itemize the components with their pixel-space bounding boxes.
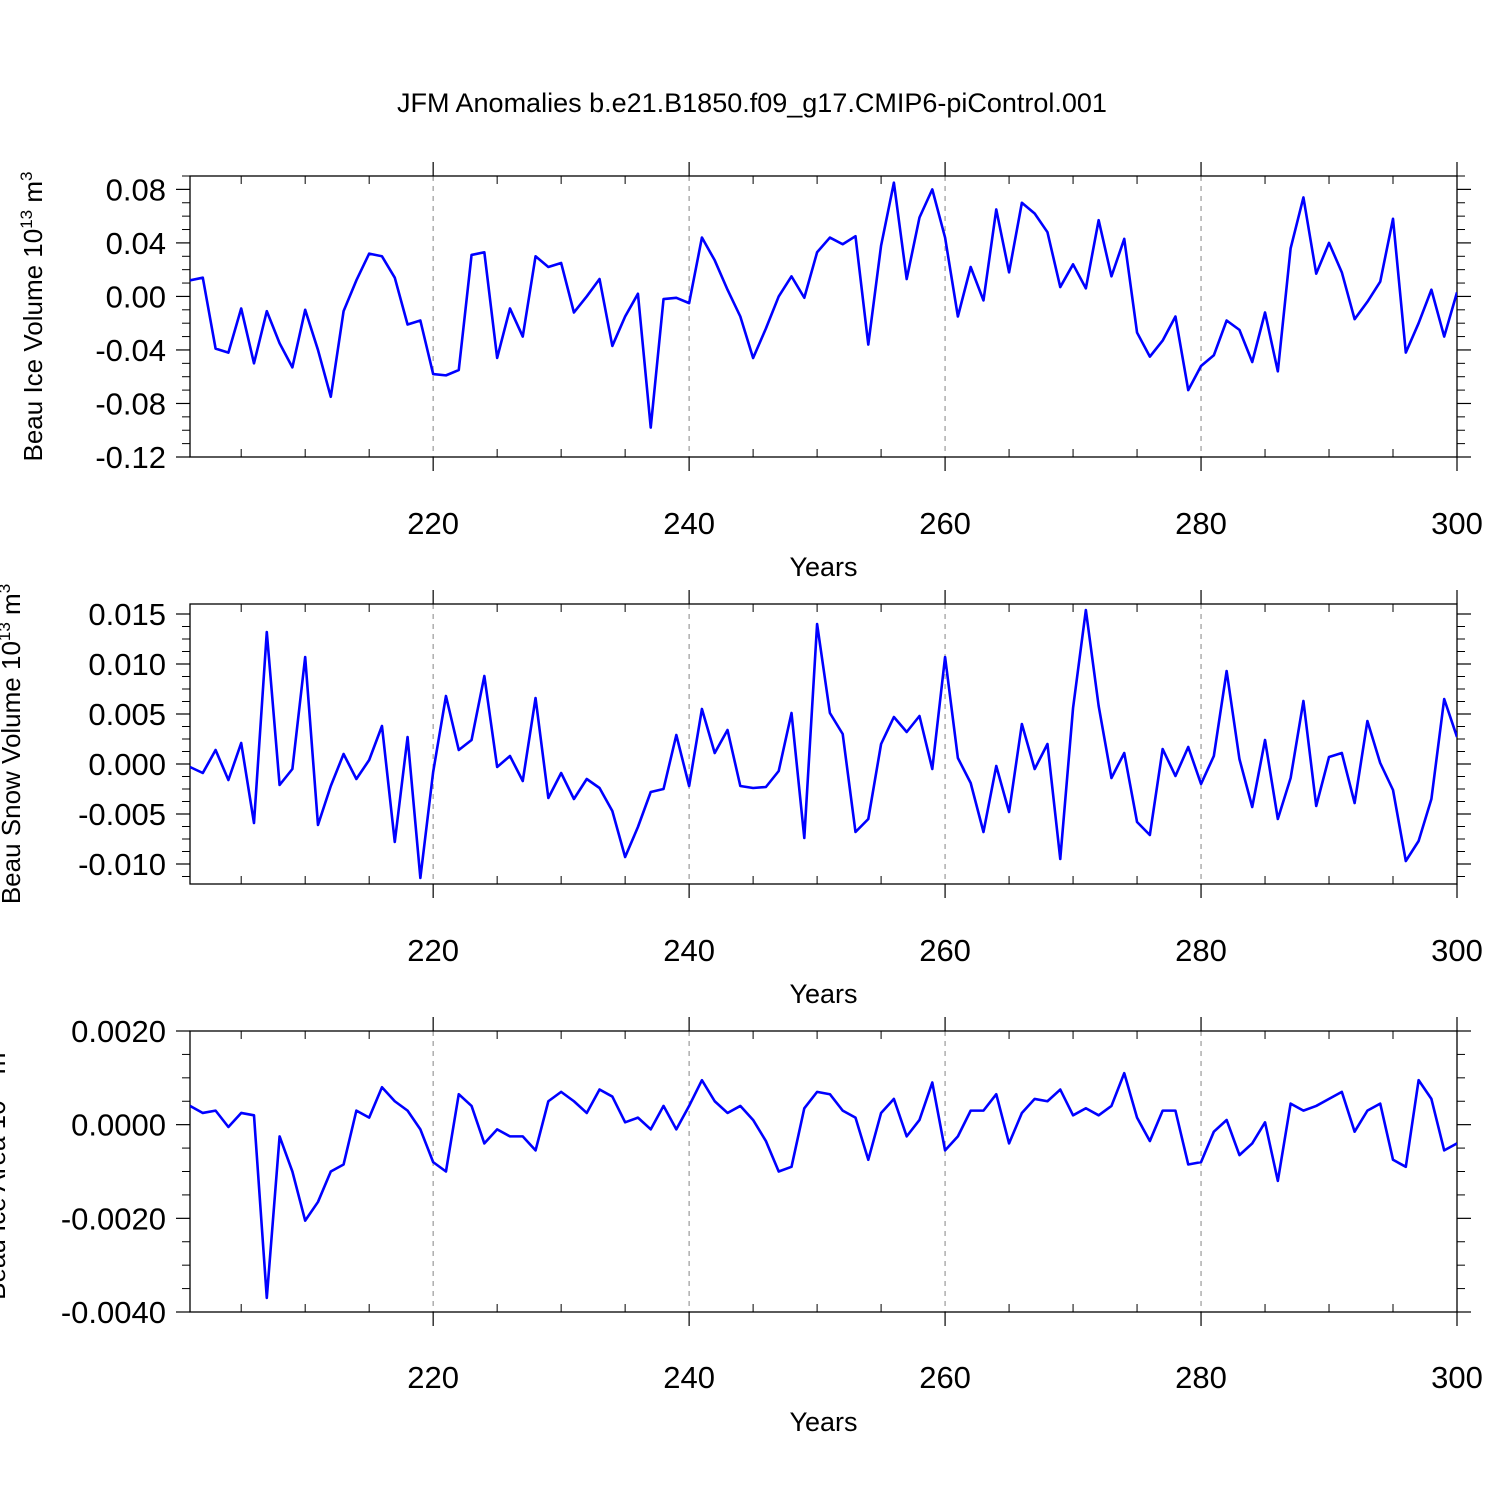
y-axis-title: Beau Ice Area 1013 m2 — [0, 1043, 11, 1300]
y-tick-label: -0.04 — [95, 333, 166, 368]
y-tick-label: 0.04 — [106, 226, 166, 261]
series-line — [190, 181, 1457, 429]
x-tick-label: 300 — [1431, 933, 1483, 968]
y-tick-label: 0.0000 — [71, 1108, 166, 1143]
series-line — [190, 1071, 1457, 1300]
x-tick-label: 220 — [407, 1360, 459, 1395]
plot-frame — [189, 1030, 1458, 1313]
x-tick-label: 240 — [663, 1360, 715, 1395]
x-tick-label: 240 — [663, 933, 715, 968]
y-tick-label: 0.00 — [106, 279, 166, 314]
y-tick-label: 0.08 — [106, 172, 166, 207]
y-axis-title-part: m — [0, 1053, 11, 1082]
y-axis-title-part: Beau Snow Volume 10 — [0, 641, 26, 904]
x-axis-title: Years — [789, 1407, 857, 1437]
y-tick-label: -0.0040 — [61, 1295, 166, 1330]
y-tick-label: 0.0020 — [71, 1014, 166, 1049]
x-tick-label: 300 — [1431, 1360, 1483, 1395]
y-tick-label: 0.010 — [88, 647, 166, 682]
x-tick-label: 260 — [919, 1360, 971, 1395]
x-tick-label: 280 — [1175, 506, 1227, 541]
y-axis-title-part: 13 — [0, 622, 14, 641]
y-tick-label: -0.12 — [95, 440, 166, 475]
x-axis-title: Years — [789, 979, 857, 1009]
y-axis-title-part: m — [0, 593, 26, 622]
y-tick-label: 0.000 — [88, 747, 166, 782]
y-tick-label: -0.0020 — [61, 1201, 166, 1236]
y-tick-label: 0.015 — [88, 597, 166, 632]
panel-2: 220 240 260 280 300 -0.010 -0.005 0.000 0.005 0.0… — [0, 584, 1483, 1009]
y-axis-title-part: Beau Ice Area 10 — [0, 1100, 11, 1299]
y-tick-label: -0.005 — [78, 797, 166, 832]
x-tick-label: 260 — [919, 933, 971, 968]
plot-frame — [189, 175, 1458, 458]
y-tick-label: -0.08 — [95, 386, 166, 421]
plot-frame — [189, 603, 1458, 885]
y-axis-title: Beau Ice Volume 1013 m3 — [17, 172, 48, 462]
y-axis-title: Beau Snow Volume 1013 m3 — [0, 584, 26, 904]
y-axis-title-part: 3 — [17, 172, 36, 181]
y-axis-title-part: 13 — [17, 210, 36, 229]
x-tick-label: 280 — [1175, 933, 1227, 968]
x-tick-label: 240 — [663, 506, 715, 541]
x-axis-title: Years — [789, 552, 857, 582]
y-axis-title-part: 3 — [0, 584, 14, 593]
panels: 220 240 260 280 300 -0.12 -0.08 -0.04 0.00 0.04 0.… — [0, 162, 1483, 1437]
y-tick-label: -0.010 — [78, 847, 166, 882]
x-tick-label: 260 — [919, 506, 971, 541]
panel-3: 220 240 260 280 300 -0.0040 -0.0020 0.0000 0.002… — [0, 1014, 1483, 1437]
y-tick-label: 0.005 — [88, 697, 166, 732]
y-axis-title-part: m — [18, 181, 48, 210]
series-line — [190, 608, 1457, 880]
x-tick-label: 300 — [1431, 506, 1483, 541]
figure-title: JFM Anomalies b.e21.B1850.f09_g17.CMIP6-… — [397, 88, 1107, 118]
panel-1: 220 240 260 280 300 -0.12 -0.08 -0.04 0.00 0.04 0.… — [17, 162, 1483, 582]
x-tick-label: 220 — [407, 506, 459, 541]
y-axis-title-part: Beau Ice Volume 10 — [18, 229, 48, 462]
x-tick-label: 220 — [407, 933, 459, 968]
x-tick-label: 280 — [1175, 1360, 1227, 1395]
